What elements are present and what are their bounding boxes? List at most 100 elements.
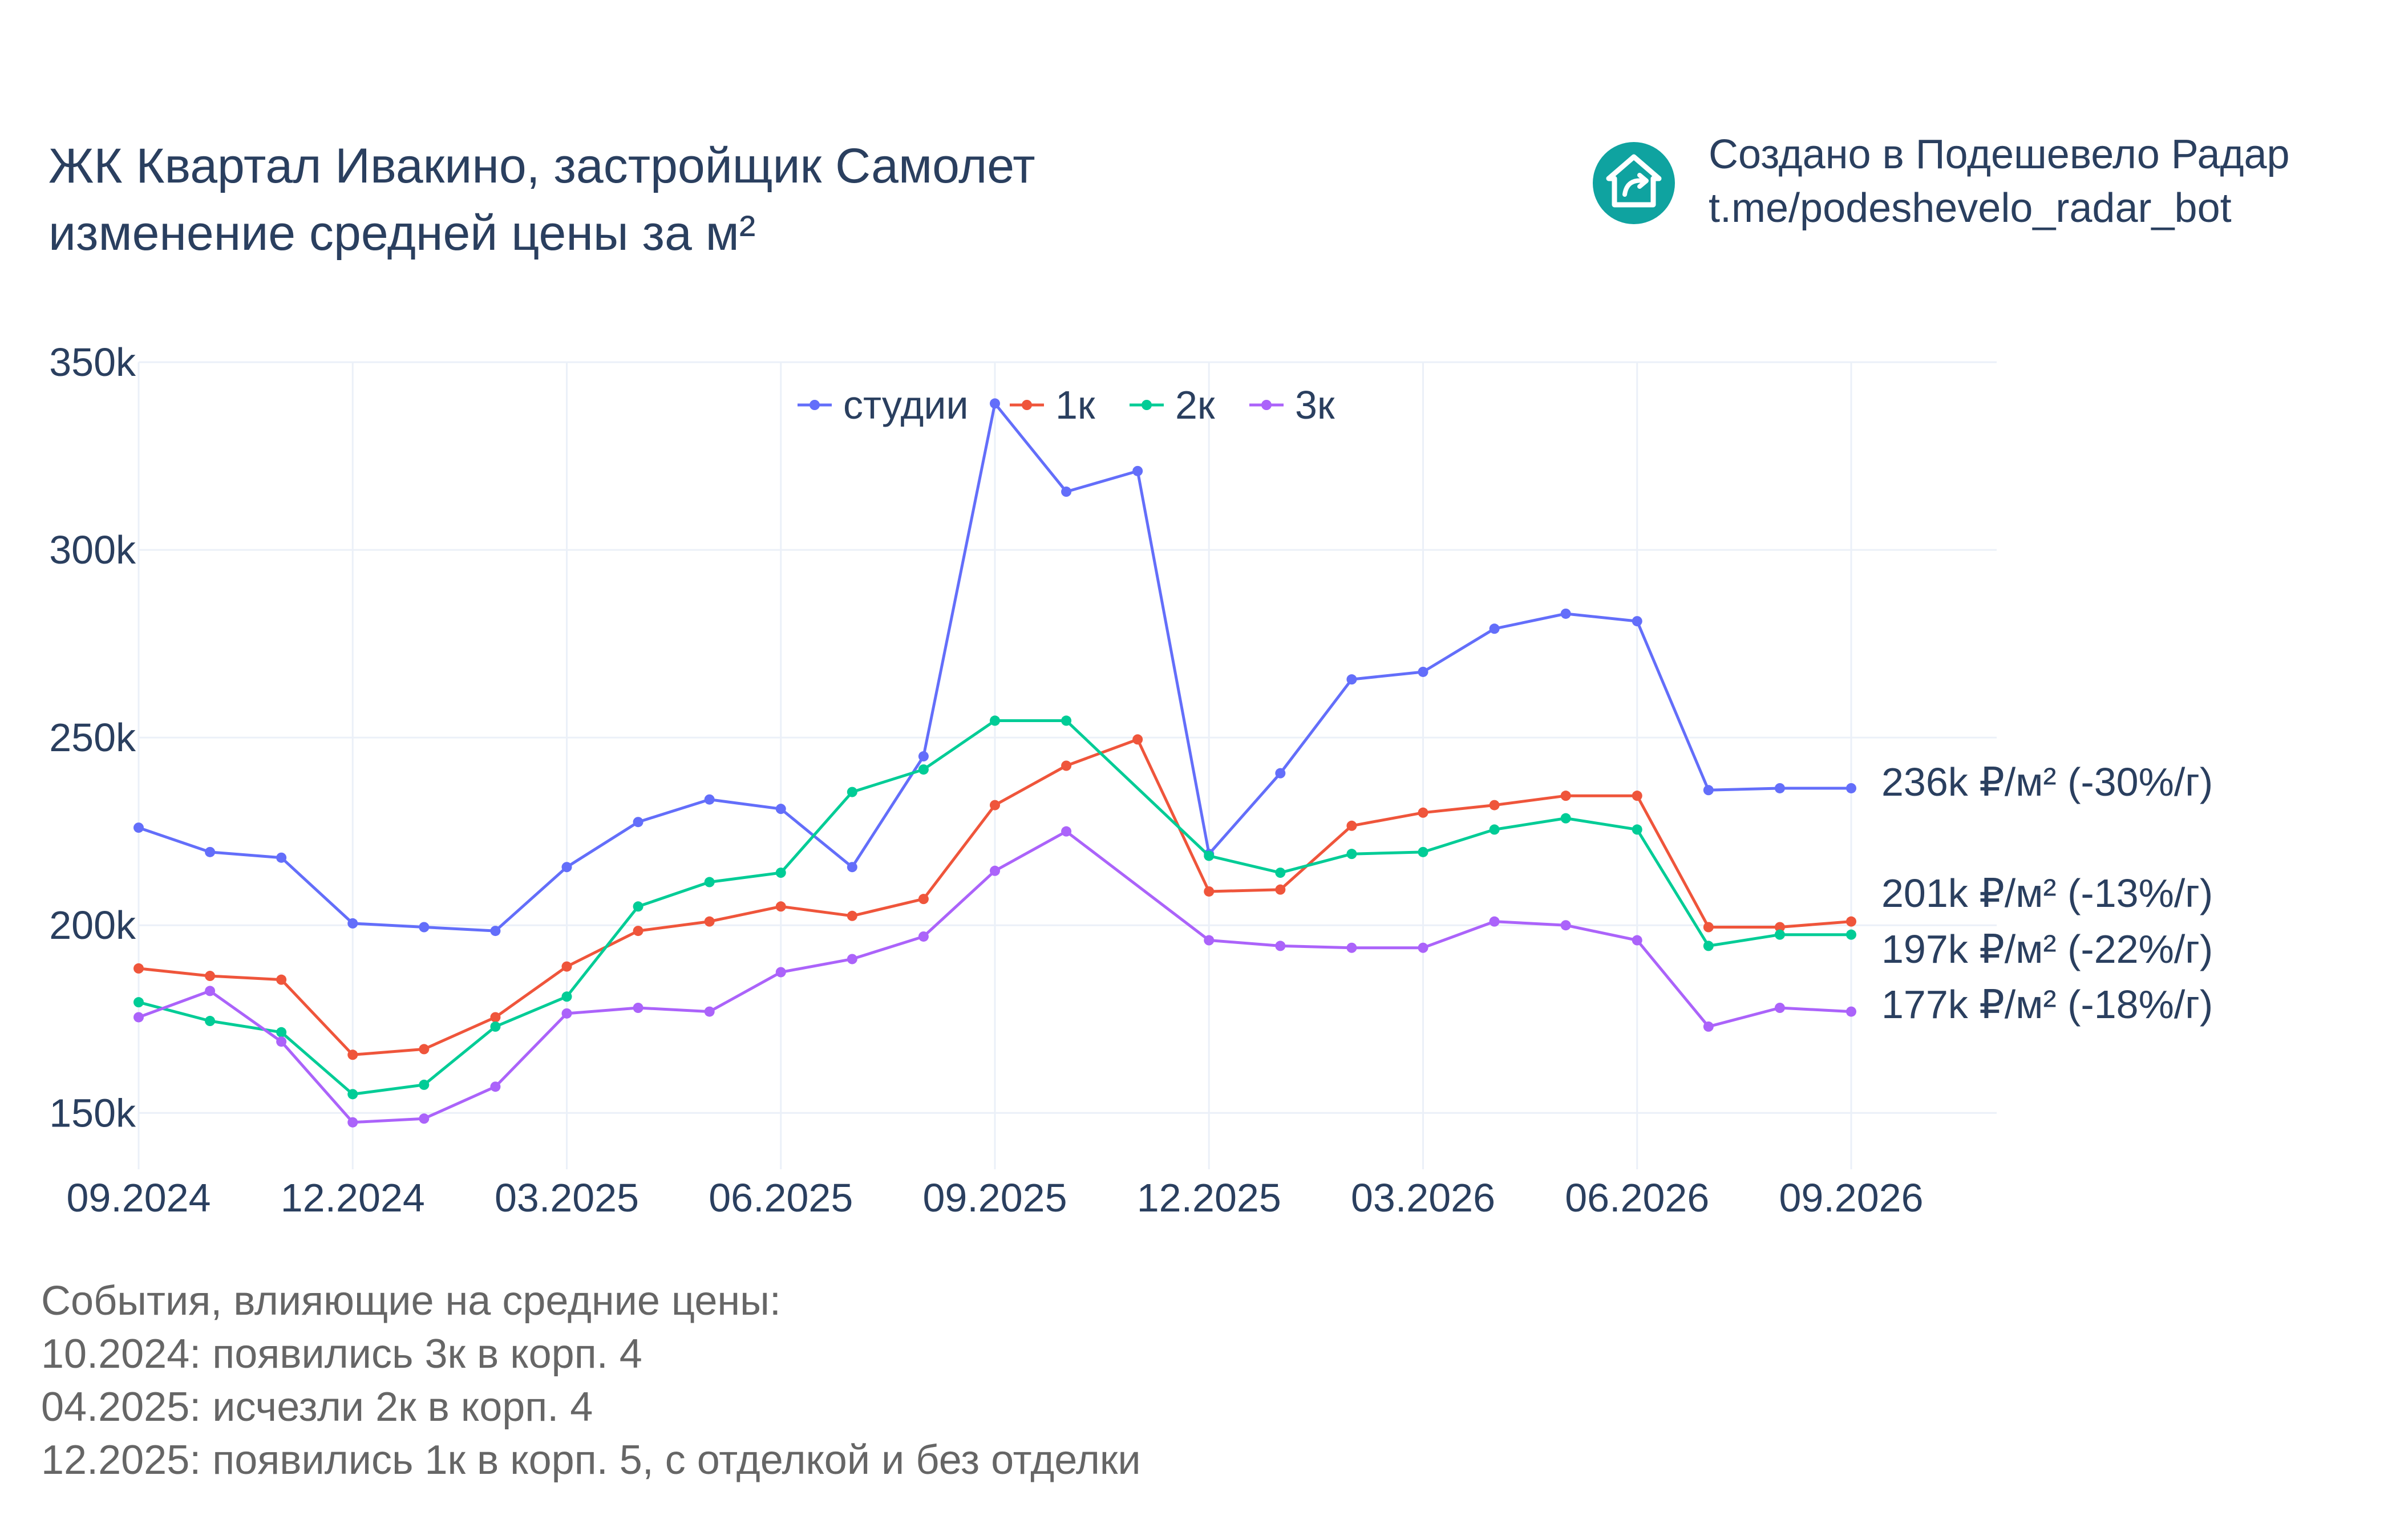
data-point[interactable] <box>1846 783 1856 793</box>
data-point[interactable] <box>1703 785 1714 796</box>
data-point[interactable] <box>490 1021 501 1032</box>
data-point[interactable] <box>918 894 929 905</box>
data-point[interactable] <box>1489 623 1500 634</box>
data-point[interactable] <box>1418 846 1428 857</box>
data-point[interactable] <box>1204 886 1215 897</box>
credit-link[interactable]: t.me/podeshevelo_radar_bot <box>1709 185 2232 231</box>
data-point[interactable] <box>633 926 643 937</box>
data-point[interactable] <box>1132 734 1143 745</box>
data-point[interactable] <box>133 1012 144 1023</box>
data-point[interactable] <box>490 1012 501 1023</box>
data-point[interactable] <box>918 931 929 942</box>
legend-item[interactable]: 1к <box>1010 383 1095 427</box>
data-point[interactable] <box>1560 791 1571 801</box>
data-point[interactable] <box>1346 820 1357 831</box>
data-point[interactable] <box>1846 929 1856 940</box>
data-point[interactable] <box>847 787 857 797</box>
data-point[interactable] <box>1132 465 1143 476</box>
data-point[interactable] <box>347 1117 358 1128</box>
data-point[interactable] <box>419 922 430 933</box>
data-point[interactable] <box>1061 760 1072 771</box>
data-point[interactable] <box>990 398 1000 409</box>
data-point[interactable] <box>1204 850 1215 861</box>
data-point[interactable] <box>276 974 287 985</box>
data-point[interactable] <box>1560 813 1571 824</box>
data-point[interactable] <box>1061 487 1072 497</box>
data-point[interactable] <box>490 926 501 937</box>
data-point[interactable] <box>205 1016 216 1027</box>
data-point[interactable] <box>633 1003 643 1013</box>
data-point[interactable] <box>1703 941 1714 951</box>
data-point[interactable] <box>1846 916 1856 927</box>
data-point[interactable] <box>1560 920 1571 931</box>
data-point[interactable] <box>419 1044 430 1055</box>
data-point[interactable] <box>1346 942 1357 953</box>
legend-item[interactable]: 3к <box>1249 383 1335 427</box>
data-point[interactable] <box>561 1008 572 1019</box>
data-point[interactable] <box>1560 608 1571 619</box>
data-point[interactable] <box>1418 666 1428 677</box>
data-point[interactable] <box>561 961 572 972</box>
legend-item[interactable]: 2к <box>1130 383 1215 427</box>
data-point[interactable] <box>704 877 715 887</box>
data-point[interactable] <box>205 846 216 857</box>
data-point[interactable] <box>918 764 929 775</box>
data-point[interactable] <box>1418 807 1428 818</box>
data-point[interactable] <box>990 715 1000 726</box>
data-point[interactable] <box>847 910 857 921</box>
data-point[interactable] <box>490 1081 501 1092</box>
data-point[interactable] <box>1632 824 1642 835</box>
data-point[interactable] <box>775 901 786 912</box>
data-point[interactable] <box>1275 941 1286 951</box>
data-point[interactable] <box>704 1006 715 1017</box>
data-point[interactable] <box>990 800 1000 810</box>
data-point[interactable] <box>205 986 216 996</box>
data-point[interactable] <box>775 967 786 978</box>
data-point[interactable] <box>847 862 857 873</box>
data-point[interactable] <box>918 751 929 762</box>
data-point[interactable] <box>419 1113 430 1124</box>
data-point[interactable] <box>133 963 144 974</box>
data-point[interactable] <box>704 916 715 927</box>
house-arrow-icon[interactable] <box>1592 141 1676 225</box>
data-point[interactable] <box>633 901 643 912</box>
data-point[interactable] <box>1489 800 1500 810</box>
data-point[interactable] <box>419 1079 430 1090</box>
data-point[interactable] <box>1061 826 1072 837</box>
data-point[interactable] <box>1489 824 1500 835</box>
data-point[interactable] <box>1418 942 1428 953</box>
data-point[interactable] <box>133 822 144 833</box>
data-point[interactable] <box>847 954 857 964</box>
data-point[interactable] <box>1489 916 1500 927</box>
data-point[interactable] <box>276 852 287 863</box>
data-point[interactable] <box>1204 935 1215 946</box>
data-point[interactable] <box>133 997 144 1008</box>
data-point[interactable] <box>276 1027 287 1038</box>
data-point[interactable] <box>1346 849 1357 860</box>
data-point[interactable] <box>1632 935 1642 946</box>
data-point[interactable] <box>1275 768 1286 779</box>
data-point[interactable] <box>276 1036 287 1047</box>
data-point[interactable] <box>990 865 1000 876</box>
data-point[interactable] <box>1703 1021 1714 1032</box>
data-point[interactable] <box>704 794 715 805</box>
data-point[interactable] <box>1774 783 1785 793</box>
data-point[interactable] <box>1275 884 1286 895</box>
data-point[interactable] <box>775 868 786 878</box>
data-point[interactable] <box>1632 791 1642 801</box>
data-point[interactable] <box>1061 715 1072 726</box>
data-point[interactable] <box>1774 929 1785 940</box>
data-point[interactable] <box>347 1049 358 1060</box>
data-point[interactable] <box>347 918 358 929</box>
data-point[interactable] <box>561 991 572 1002</box>
data-point[interactable] <box>1774 1003 1785 1013</box>
data-point[interactable] <box>775 804 786 814</box>
data-point[interactable] <box>1275 868 1286 878</box>
data-point[interactable] <box>205 971 216 982</box>
data-point[interactable] <box>1632 616 1642 627</box>
data-point[interactable] <box>1703 922 1714 933</box>
legend-item[interactable]: студии <box>798 383 969 427</box>
data-point[interactable] <box>561 862 572 873</box>
data-point[interactable] <box>633 817 643 828</box>
data-point[interactable] <box>1774 922 1785 933</box>
